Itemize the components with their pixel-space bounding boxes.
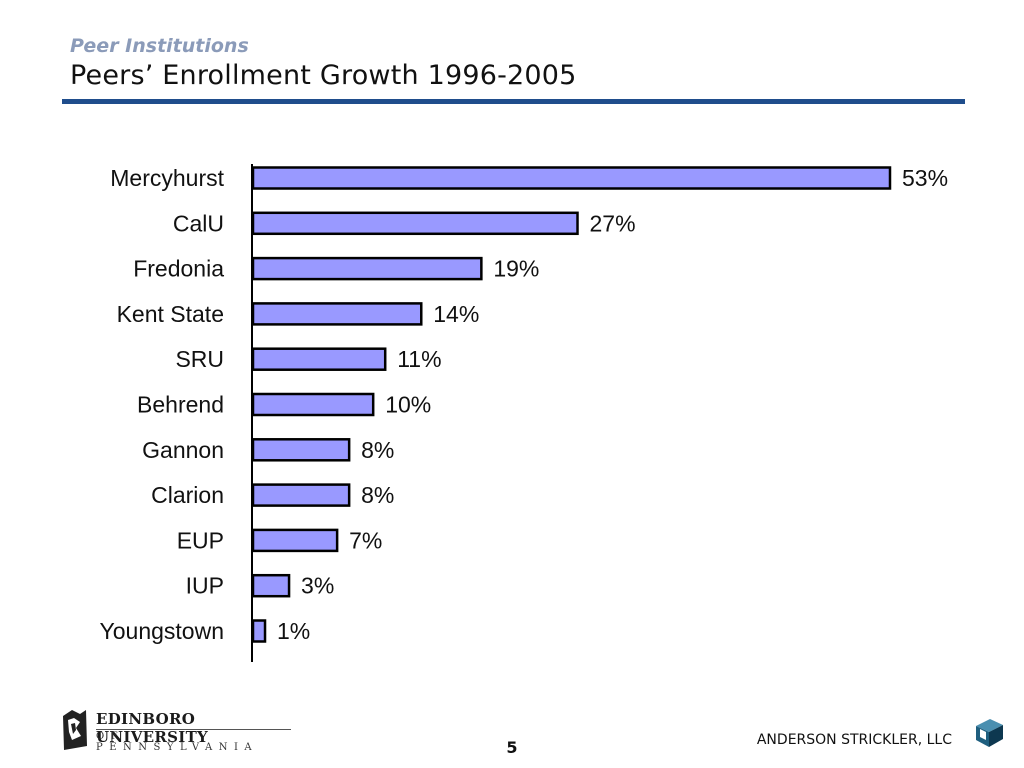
data-label: 27% bbox=[590, 210, 636, 236]
category-label: Clarion bbox=[151, 482, 224, 508]
section-label: Peer Institutions bbox=[70, 35, 249, 57]
data-label: 19% bbox=[493, 256, 539, 282]
category-label: SRU bbox=[175, 346, 224, 372]
page-number: 5 bbox=[506, 738, 518, 757]
firm-name: ANDERSON STRICKLER, LLC bbox=[756, 732, 952, 748]
bar bbox=[251, 483, 351, 507]
university-crest-icon bbox=[63, 710, 87, 750]
university-name: EDINBORO UNIVERSITY bbox=[96, 710, 209, 746]
bar bbox=[251, 347, 387, 371]
data-label: 8% bbox=[361, 482, 394, 508]
data-label: 8% bbox=[361, 437, 394, 463]
data-label: 14% bbox=[433, 301, 479, 327]
university-logo: EDINBORO UNIVERSITY OF PENNSYLVANIA bbox=[60, 706, 292, 753]
category-label: CalU bbox=[173, 210, 224, 236]
title-rule bbox=[62, 99, 965, 104]
bar bbox=[251, 392, 375, 417]
category-label: Gannon bbox=[142, 437, 224, 463]
bar bbox=[251, 619, 267, 643]
bar bbox=[251, 211, 579, 236]
data-label: 3% bbox=[301, 573, 334, 599]
category-label: Youngstown bbox=[100, 618, 224, 644]
bar bbox=[251, 256, 483, 281]
category-label: EUP bbox=[177, 527, 224, 553]
cube-logo-icon bbox=[976, 719, 1003, 747]
bar bbox=[251, 528, 339, 553]
data-label: 7% bbox=[349, 527, 382, 553]
bar bbox=[251, 573, 291, 598]
bar bbox=[251, 302, 423, 326]
bar bbox=[251, 166, 892, 190]
logo-divider bbox=[96, 729, 291, 730]
category-label: Behrend bbox=[137, 392, 224, 418]
data-label: 1% bbox=[277, 618, 310, 644]
category-label: Kent State bbox=[117, 301, 224, 327]
data-label: 53% bbox=[902, 165, 948, 191]
category-label: IUP bbox=[186, 573, 224, 599]
data-label: 11% bbox=[397, 346, 441, 372]
university-subtitle: OF PENNSYLVANIA bbox=[96, 731, 259, 753]
enrollment-growth-chart: Mercyhurst 53% CalU 27% Fredonia 19% Kent Stat… bbox=[100, 164, 948, 662]
category-label: Mercyhurst bbox=[110, 165, 224, 191]
category-label: Fredonia bbox=[133, 256, 224, 282]
page-title: Peers’ Enrollment Growth 1996-2005 bbox=[70, 60, 577, 91]
data-label: 10% bbox=[385, 392, 431, 418]
bar bbox=[251, 438, 351, 462]
